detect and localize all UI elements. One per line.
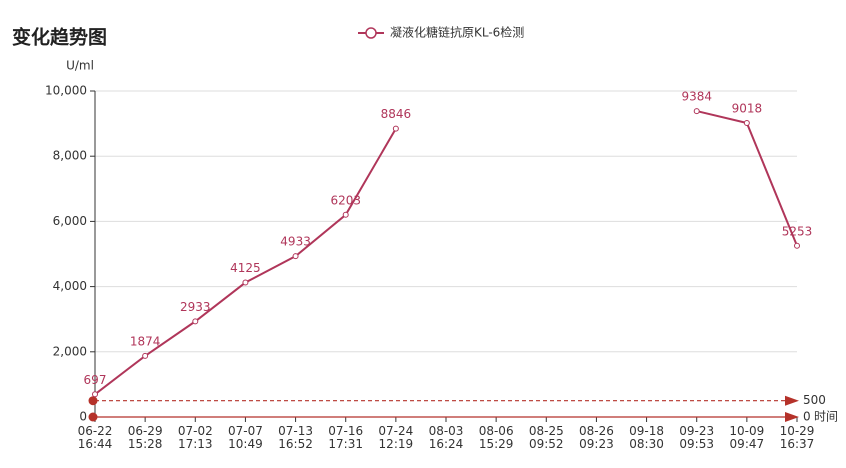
point — [794, 242, 800, 249]
legend-label: 凝液化糖链抗原KL-6检测 — [390, 25, 524, 40]
chart-title: 变化趋势图 — [12, 26, 107, 49]
value-label: 1874 — [130, 334, 161, 348]
y-tick-label: 2,000 — [53, 344, 87, 358]
value-label: 8846 — [381, 107, 412, 121]
point — [192, 318, 199, 325]
mark-line-label: 0 — [803, 410, 811, 424]
x-tick-label: 10-09 09:47 — [729, 424, 765, 451]
point — [292, 253, 299, 260]
y-axis-label: U/ml — [66, 59, 94, 73]
value-label: 2933 — [180, 300, 211, 314]
x-tick-label: 09-23 09:53 — [679, 424, 715, 451]
point — [242, 279, 249, 286]
point — [743, 120, 750, 127]
x-tick-label: 09-18 08:30 — [629, 424, 664, 451]
x-tick-label: 08-06 15:29 — [478, 424, 514, 451]
value-label: 5253 — [782, 224, 813, 238]
value-label: 9018 — [732, 102, 763, 116]
y-tick-label: 10,000 — [45, 84, 87, 98]
point — [342, 211, 349, 218]
x-tick-label: 07-13 16:52 — [278, 424, 313, 451]
x-tick-label: 06-29 15:28 — [127, 424, 163, 451]
x-tick-label: 07-07 10:49 — [227, 424, 263, 451]
legend-marker — [365, 27, 377, 39]
x-tick-label: 06-22 16:44 — [77, 424, 113, 451]
x-tick-label: 07-16 17:31 — [328, 424, 364, 451]
x-tick-label: 07-24 12:19 — [378, 424, 414, 451]
x-tick-label: 08-26 09:23 — [578, 424, 614, 451]
point — [92, 391, 98, 398]
x-tick-label: 08-03 16:24 — [428, 424, 464, 451]
value-label: 9384 — [681, 90, 712, 104]
x-tick-label: 08-25 09:52 — [528, 424, 564, 451]
mark-line-start — [88, 396, 98, 406]
y-tick-label: 4,000 — [53, 279, 87, 293]
y-tick-label: 6,000 — [53, 214, 87, 228]
value-label: 697 — [84, 373, 107, 387]
y-tick-label: 8,000 — [53, 149, 87, 163]
y-tick-label: 0 — [79, 410, 87, 424]
x-tick-label: 10-29 16:37 — [779, 424, 815, 451]
mark-line-start — [88, 412, 98, 422]
point — [142, 352, 149, 359]
value-label: 4933 — [280, 235, 311, 249]
mark-line-arrow — [785, 412, 799, 422]
point — [693, 108, 700, 115]
value-label: 6203 — [330, 193, 361, 207]
x-tick-label: 07-02 17:13 — [177, 424, 213, 451]
point — [392, 125, 399, 132]
x-axis-label: 时间 — [814, 410, 838, 424]
mark-line-arrow — [785, 395, 799, 406]
mark-line-label: 500 — [803, 393, 826, 407]
value-label: 4125 — [230, 261, 261, 275]
